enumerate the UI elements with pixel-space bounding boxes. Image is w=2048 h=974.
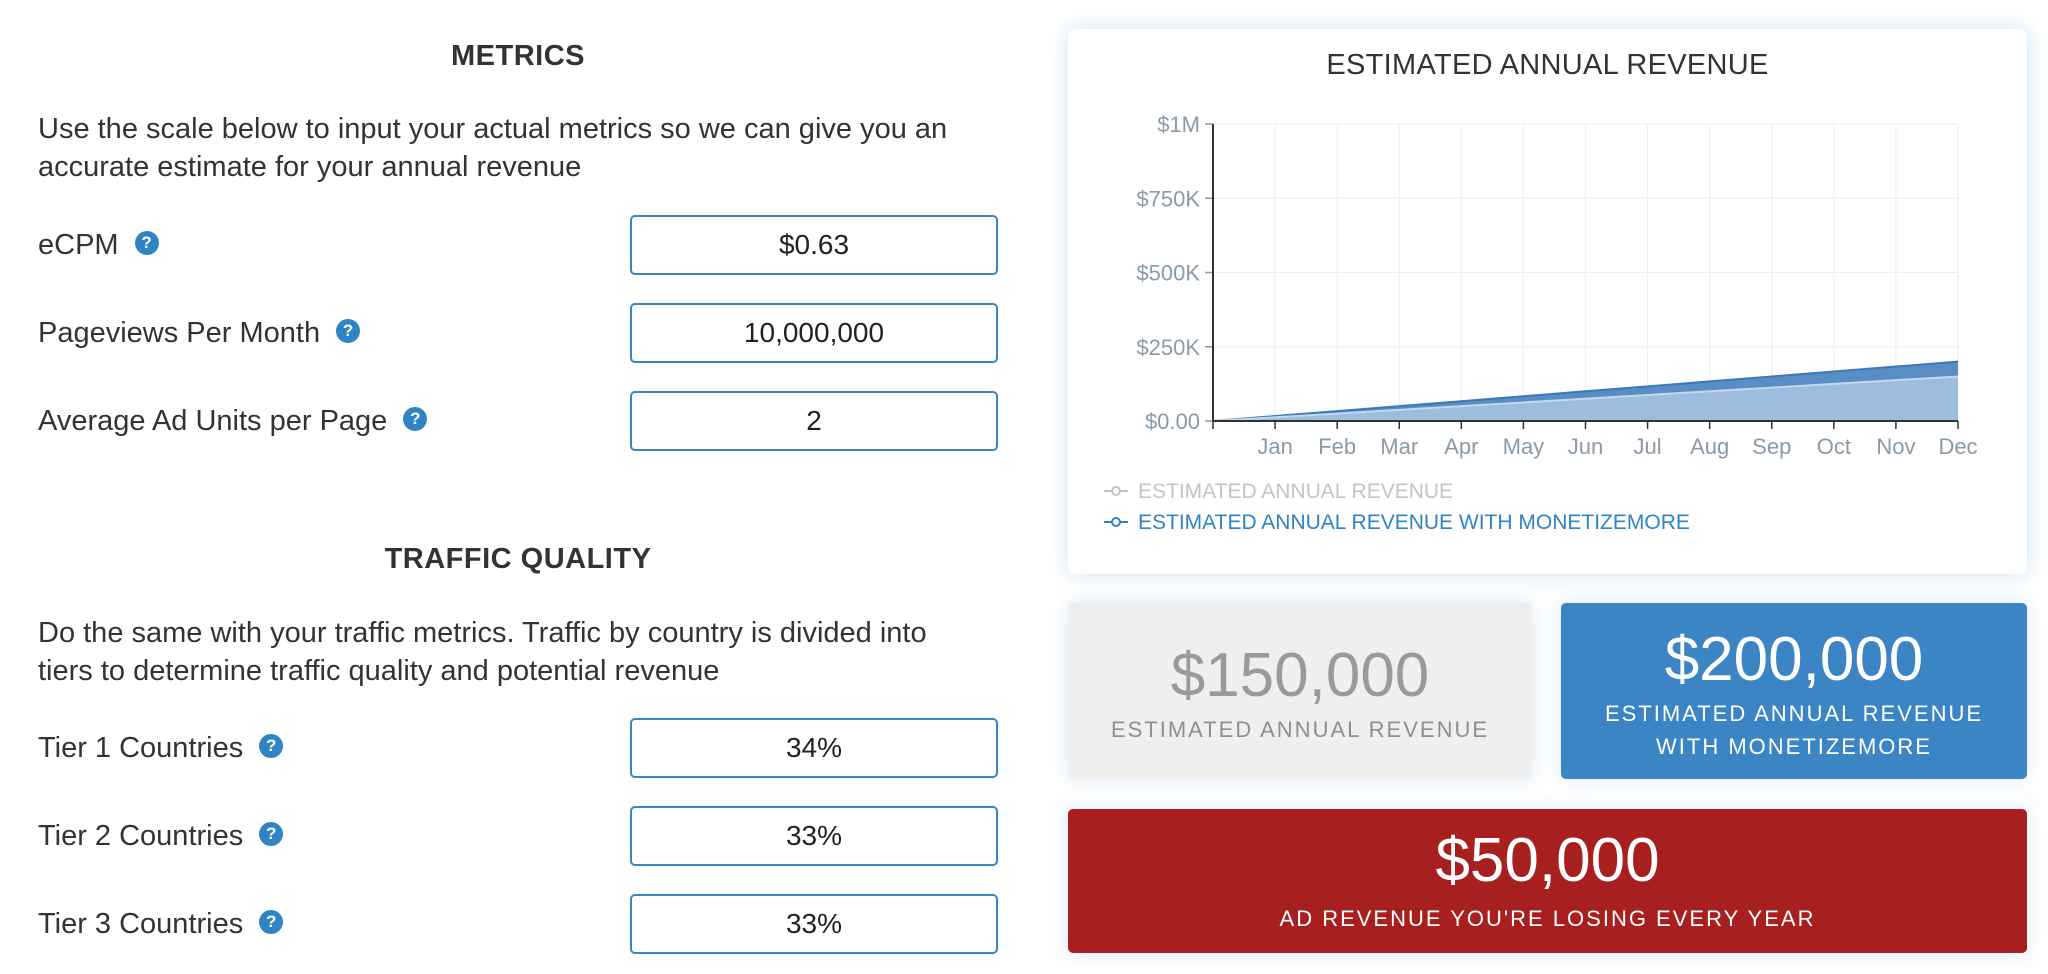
monetizemore-revenue-label: ESTIMATED ANNUAL REVENUE WITH MONETIZEMO… bbox=[1561, 697, 2027, 763]
legend-item-base[interactable]: ESTIMATED ANNUAL REVENUE bbox=[1104, 479, 1453, 505]
ad-units-row: Average Ad Units per Page? bbox=[38, 391, 998, 451]
y-axis-tick-label: $250K bbox=[1136, 335, 1200, 360]
estimated-revenue-box: $150,000 ESTIMATED ANNUAL REVENUE bbox=[1068, 603, 1532, 779]
pageviews-row: Pageviews Per Month? bbox=[38, 303, 998, 363]
pageviews-label: Pageviews Per Month bbox=[38, 317, 321, 349]
monetizemore-label-line-2: WITH MONETIZEMORE bbox=[1656, 734, 1932, 759]
ecpm-label-group: eCPM? bbox=[38, 215, 159, 275]
ecpm-label: eCPM bbox=[38, 229, 119, 261]
tier-2-label-group: Tier 2 Countries? bbox=[38, 806, 284, 866]
monetizemore-revenue-value: $200,000 bbox=[1664, 625, 1924, 694]
tier-1-help-icon[interactable]: ? bbox=[259, 734, 284, 759]
monetizemore-revenue-box: $200,000 ESTIMATED ANNUAL REVENUE WITH M… bbox=[1561, 603, 2027, 779]
ad-units-input[interactable] bbox=[630, 391, 998, 451]
tier-2-help-icon[interactable]: ? bbox=[259, 822, 284, 847]
ecpm-row: eCPM? bbox=[38, 215, 998, 275]
metrics-description-line-1: Use the scale below to input your actual… bbox=[38, 113, 948, 145]
ad-units-label: Average Ad Units per Page bbox=[38, 405, 388, 437]
tier-1-row: Tier 1 Countries? bbox=[38, 718, 998, 778]
revenue-loss-box: $50,000 AD REVENUE YOU'RE LOSING EVERY Y… bbox=[1068, 809, 2027, 953]
tier-1-label: Tier 1 Countries bbox=[38, 732, 244, 764]
y-axis-tick-label: $500K bbox=[1136, 261, 1200, 286]
x-axis-tick-label: Jun bbox=[1568, 434, 1603, 459]
tier-3-help-icon[interactable]: ? bbox=[259, 910, 284, 935]
x-axis-tick-label: Dec bbox=[1938, 434, 1977, 459]
tier-3-label: Tier 3 Countries bbox=[38, 908, 244, 940]
tier-2-input[interactable] bbox=[630, 806, 998, 866]
line-series-monetizemore bbox=[1212, 360, 1959, 422]
metrics-description-line-2: accurate estimate for your annual revenu… bbox=[38, 151, 582, 183]
revenue-loss-label: AD REVENUE YOU'RE LOSING EVERY YEAR bbox=[1279, 906, 1816, 931]
x-axis-tick-label: Mar bbox=[1380, 434, 1418, 459]
calculator-inputs: METRICS Use the scale below to input you… bbox=[38, 0, 998, 974]
pageviews-input[interactable] bbox=[630, 303, 998, 363]
revenue-chart-card: ESTIMATED ANNUAL REVENUE $0.00 $250K $500K… bbox=[1068, 29, 2027, 574]
ecpm-help-icon[interactable]: ? bbox=[134, 231, 159, 256]
legend-label-base: ESTIMATED ANNUAL REVENUE bbox=[1138, 480, 1454, 503]
tier-3-label-group: Tier 3 Countries? bbox=[38, 894, 284, 954]
x-axis-tick-label: May bbox=[1503, 434, 1545, 459]
revenue-loss-value: $50,000 bbox=[1435, 826, 1660, 895]
monetizemore-label-line-1: ESTIMATED ANNUAL REVENUE bbox=[1604, 701, 1984, 726]
x-axis-tick-label: Nov bbox=[1876, 434, 1915, 459]
y-axis-tick-label: $0.00 bbox=[1145, 409, 1200, 434]
ad-units-label-group: Average Ad Units per Page? bbox=[38, 391, 428, 451]
y-axis-tick-label: $1M bbox=[1157, 112, 1200, 137]
tier-3-row: Tier 3 Countries? bbox=[38, 894, 998, 954]
line-series-base bbox=[1212, 375, 1959, 422]
pageviews-help-icon[interactable]: ? bbox=[336, 319, 361, 344]
traffic-description-line-2: tiers to determine traffic quality and p… bbox=[38, 655, 720, 687]
traffic-description-line-1: Do the same with your traffic metrics. T… bbox=[38, 617, 927, 649]
tier-3-input[interactable] bbox=[630, 894, 998, 954]
x-axis-tick-label: Sep bbox=[1752, 434, 1791, 459]
metrics-description: Use the scale below to input your actual… bbox=[38, 110, 1038, 186]
tier-2-row: Tier 2 Countries? bbox=[38, 806, 998, 866]
legend-item-monetizemore[interactable]: ESTIMATED ANNUAL REVENUE WITH MONETIZEMO… bbox=[1104, 510, 1690, 536]
y-axis-tick-label: $750K bbox=[1136, 186, 1200, 211]
estimated-revenue-label: ESTIMATED ANNUAL REVENUE bbox=[1110, 717, 1490, 742]
estimated-revenue-value: $150,000 bbox=[1170, 641, 1430, 710]
ecpm-input[interactable] bbox=[630, 215, 998, 275]
x-axis-tick-label: Jul bbox=[1634, 434, 1662, 459]
x-axis-tick-label: Feb bbox=[1318, 434, 1356, 459]
traffic-quality-heading: TRAFFIC QUALITY bbox=[384, 543, 652, 575]
traffic-description: Do the same with your traffic metrics. T… bbox=[38, 614, 1038, 690]
tier-1-input[interactable] bbox=[630, 718, 998, 778]
x-axis-tick-label: Oct bbox=[1817, 434, 1851, 459]
tier-2-label: Tier 2 Countries bbox=[38, 820, 244, 852]
revenue-chart: $0.00 $250K $500K $750K $1M Jan Feb Mar Apr May Ju… bbox=[1136, 112, 1977, 459]
legend-marker-monetizemore-icon bbox=[1104, 517, 1128, 528]
x-axis-tick-label: Jan bbox=[1257, 434, 1292, 459]
x-axis-tick-label: Aug bbox=[1690, 434, 1729, 459]
legend-label-monetizemore: ESTIMATED ANNUAL REVENUE WITH MONETIZEMO… bbox=[1138, 511, 1690, 534]
legend-marker-base-icon bbox=[1104, 486, 1128, 497]
ad-units-help-icon[interactable]: ? bbox=[403, 407, 428, 432]
metrics-heading: METRICS bbox=[451, 40, 585, 72]
chart-title: ESTIMATED ANNUAL REVENUE bbox=[1326, 49, 1769, 81]
tier-1-label-group: Tier 1 Countries? bbox=[38, 718, 284, 778]
x-axis-tick-label: Apr bbox=[1444, 434, 1478, 459]
pageviews-label-group: Pageviews Per Month? bbox=[38, 303, 361, 363]
